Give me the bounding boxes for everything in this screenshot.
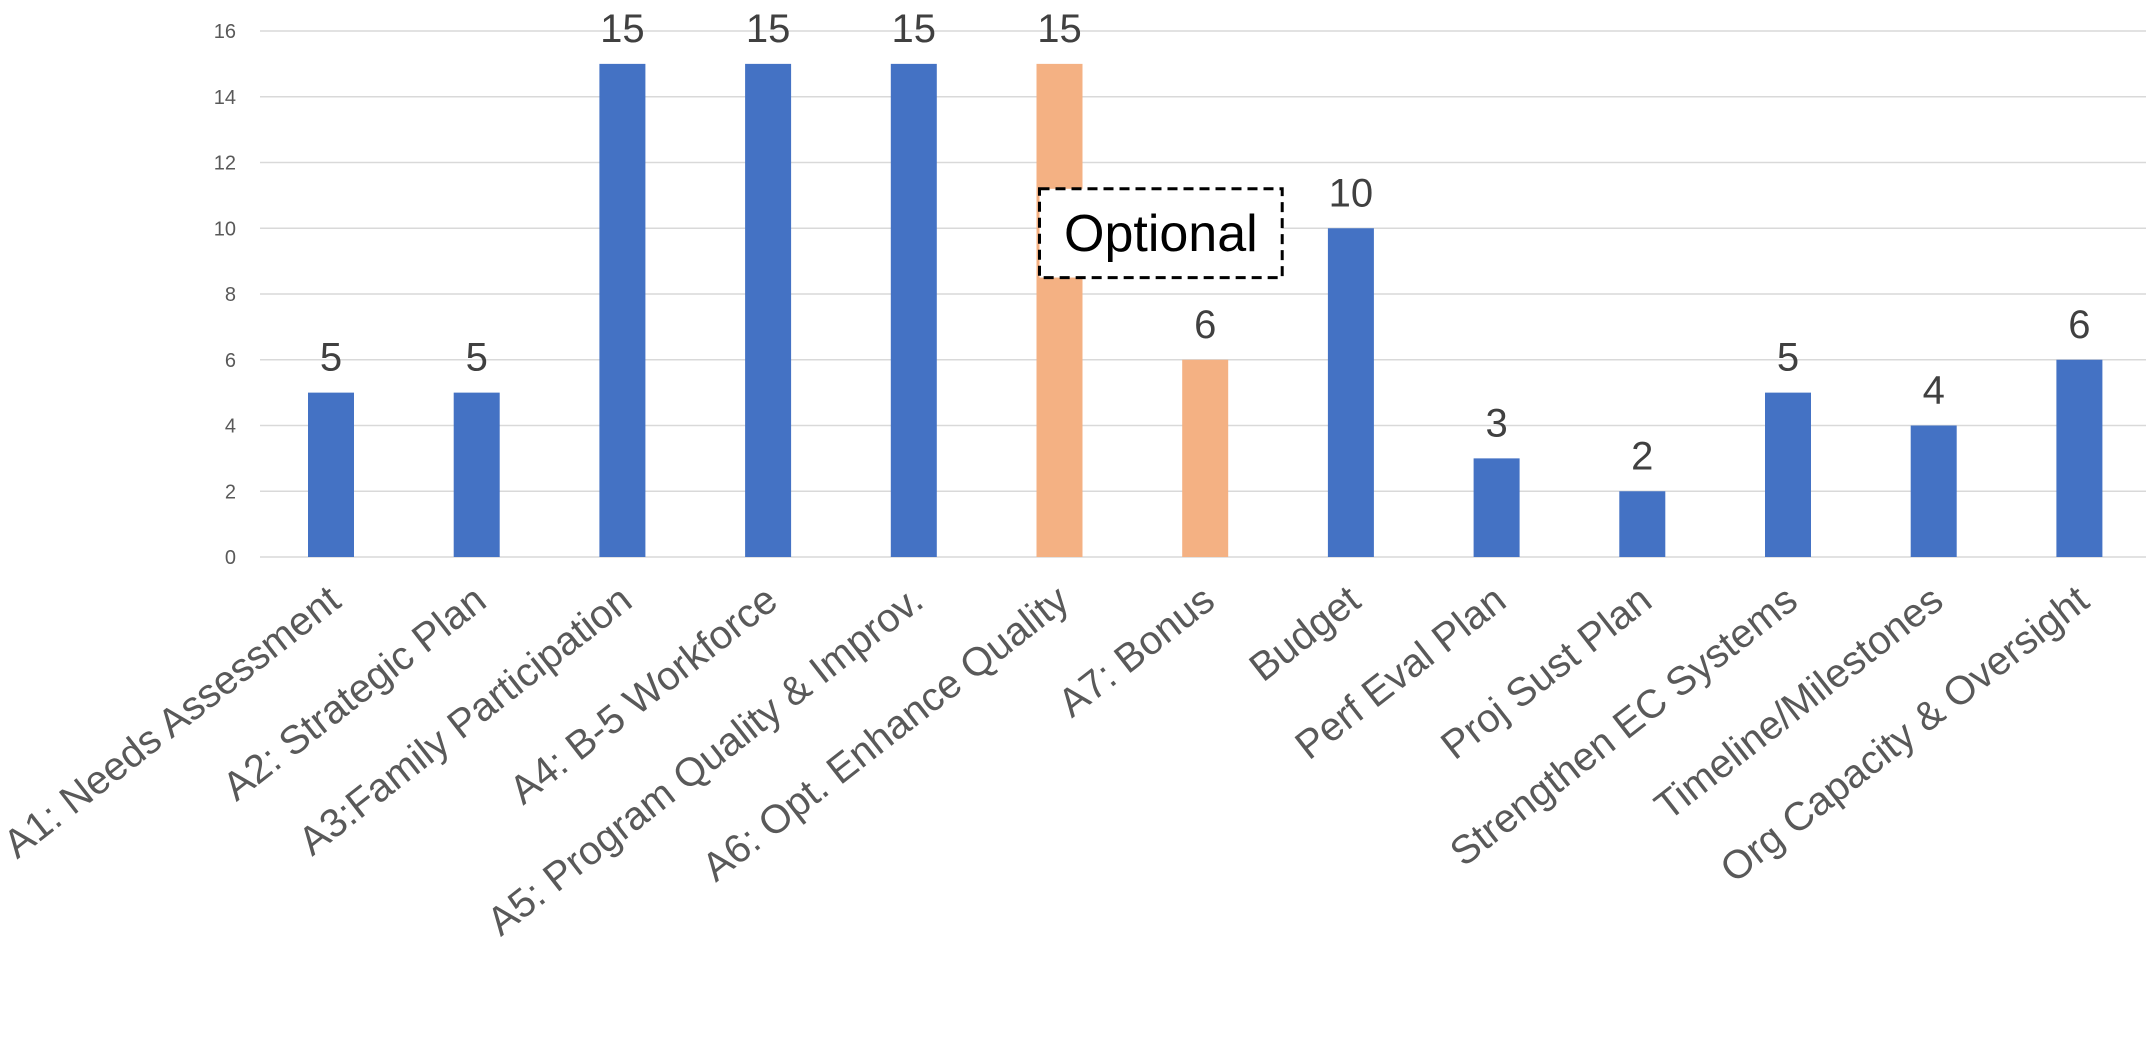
- data-label-13: 6: [2068, 303, 2090, 347]
- x-tick-label-4: A4: B-5 Workforce: [502, 577, 786, 812]
- optional-annotation-text: Optional: [1064, 205, 1258, 263]
- data-label-6: 15: [1037, 7, 1082, 51]
- optional-annotation: Optional: [1038, 187, 1284, 280]
- bar-1: [308, 392, 354, 557]
- data-label-7: 6: [1194, 303, 1216, 347]
- x-tick-label-2: A2: Strategic Plan: [215, 577, 494, 809]
- bar-3: [599, 63, 646, 557]
- optional-annotation-box: [1038, 187, 1284, 280]
- data-label-9: 3: [1485, 401, 1507, 445]
- bar-10: [1619, 491, 1666, 557]
- y-tick-label-10: 10: [214, 218, 236, 240]
- y-tick-label-2: 2: [225, 481, 236, 503]
- data-label-5: 15: [892, 7, 937, 51]
- bar-5: [890, 63, 937, 557]
- data-label-12: 4: [1923, 369, 1945, 413]
- y-axis-ticks: 0 2 4 6 8 10 12 14 16: [214, 21, 236, 569]
- bar-9: [1473, 458, 1520, 557]
- data-label-4: 15: [746, 7, 791, 51]
- bar-13: [2056, 359, 2103, 557]
- data-label-3: 15: [600, 7, 645, 51]
- y-tick-label-12: 12: [214, 153, 236, 175]
- y-tick-label-16: 16: [214, 21, 236, 43]
- data-label-1: 5: [320, 336, 342, 380]
- y-tick-label-6: 6: [225, 350, 236, 372]
- bar-6: [1036, 63, 1083, 557]
- data-label-10: 2: [1631, 434, 1653, 478]
- bar-8: [1327, 228, 1374, 557]
- y-tick-label-14: 14: [214, 87, 236, 109]
- y-tick-label-0: 0: [225, 547, 236, 569]
- data-labels: 5 5 15 15 15 15 6 10 3 2 5 4 6: [320, 7, 2091, 478]
- data-label-11: 5: [1777, 336, 1799, 380]
- data-label-2: 5: [466, 336, 488, 380]
- x-tick-label-7: A7: Bonus: [1050, 577, 1223, 725]
- bar-4: [745, 63, 792, 557]
- y-tick-label-4: 4: [225, 416, 236, 438]
- bars: [308, 63, 2103, 557]
- bar-12: [1910, 425, 1957, 557]
- bar-7: [1182, 359, 1229, 557]
- x-tick-label-8: Budget: [1241, 577, 1368, 690]
- data-label-8: 10: [1329, 171, 1374, 215]
- y-tick-label-8: 8: [225, 284, 236, 306]
- bar-11: [1765, 392, 1811, 557]
- bar-2: [453, 392, 500, 557]
